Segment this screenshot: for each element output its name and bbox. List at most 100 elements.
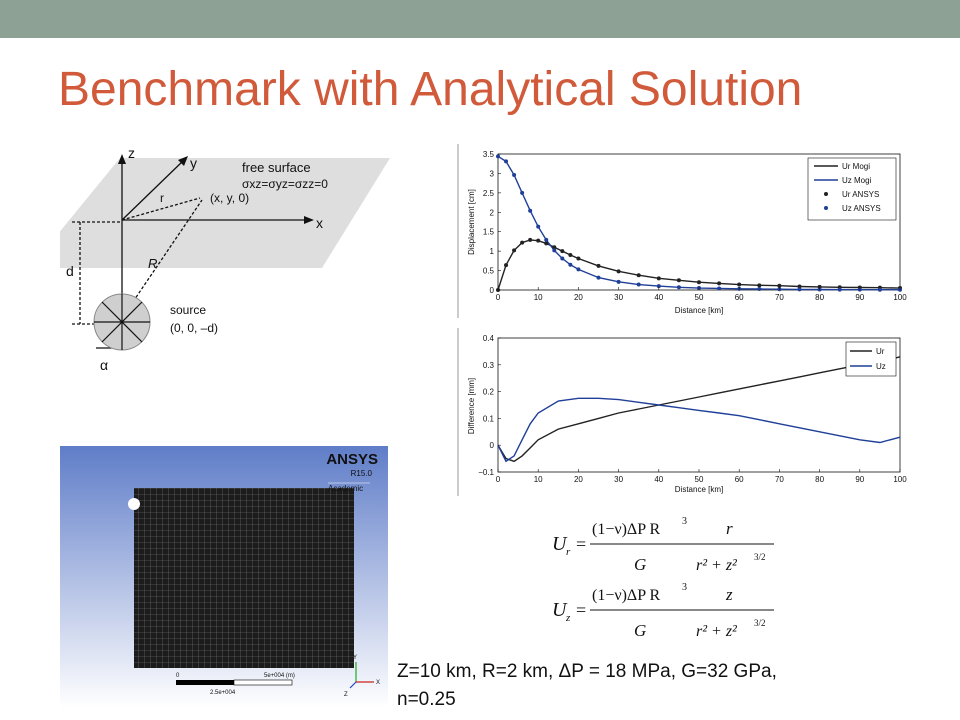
parameters-line-2: n=0.25 (397, 689, 456, 710)
data-point-uz-ansys (757, 287, 762, 292)
data-point-ur-ansys (596, 263, 601, 268)
svg-text:r: r (566, 546, 571, 558)
data-point-ur-ansys (560, 249, 565, 254)
data-point-uz-ansys (544, 237, 549, 242)
displacement-x-axis-label: Distance [km] (675, 306, 723, 315)
y-tick-label: 2 (490, 208, 495, 217)
data-point-uz-ansys (797, 287, 802, 292)
x-tick-label: 90 (855, 293, 864, 302)
mogi-source-diagram: z y x r R d α free surface σxz=σyz=σzz=0… (60, 145, 390, 373)
svg-text:r² + z²: r² + z² (696, 557, 738, 574)
mesh-source-hole (128, 498, 140, 510)
svg-text:G: G (634, 621, 646, 640)
svg-text:3: 3 (682, 582, 687, 593)
axis-triad-icon: Y X Z (344, 655, 380, 698)
x-tick-label: 80 (815, 293, 824, 302)
svg-text:r: r (726, 519, 733, 538)
data-point-ur-ansys (568, 253, 573, 258)
stress-condition-label: σxz=σyz=σzz=0 (242, 177, 328, 191)
svg-text:(1−ν)ΔP R: (1−ν)ΔP R (592, 521, 661, 538)
mesh-domain (134, 488, 354, 668)
data-point-uz-ansys (560, 256, 565, 261)
y-tick-label: −0.1 (478, 468, 494, 477)
x-tick-label: 70 (775, 293, 784, 302)
y-tick-label: 0 (490, 441, 495, 450)
svg-text:=: = (576, 534, 586, 554)
svg-text:G: G (634, 555, 646, 574)
difference-legend: Ur Uz (845, 341, 897, 377)
x-tick-label: 60 (735, 475, 744, 484)
uz-formula: U z = (1−ν)ΔP R 3 G z r² + z² 3/2 (552, 582, 774, 640)
x-tick-label: 70 (775, 475, 784, 484)
ansys-mesh-panel: ANSYS R15.0 Academic 0 5e+004 (m) 2.5e+0… (60, 446, 388, 708)
data-point-uz-ansys (536, 224, 541, 229)
difference-y-axis-label: Difference [mm] (467, 378, 476, 434)
difference-chart: 0 10 20 30 40 50 60 70 80 90 100−0.100.10.20.30.4 … (457, 328, 907, 496)
data-point-uz-ansys (504, 159, 509, 164)
free-surface-label: free surface (242, 160, 311, 175)
x-tick-label: 10 (534, 293, 543, 302)
data-point-uz-ansys (520, 190, 525, 195)
data-point-uz-ansys (528, 208, 533, 213)
data-point-uz-ansys (717, 286, 722, 291)
y-tick-label: 1.5 (483, 228, 495, 237)
data-point-ur-ansys (797, 284, 802, 289)
x-tick-label: 40 (654, 475, 663, 484)
x-tick-label: 100 (893, 475, 907, 484)
y-tick-label: 3.5 (483, 150, 495, 159)
data-point-ur-ansys (656, 276, 661, 281)
data-point-ur-ansys (504, 263, 509, 268)
y-tick-label: 0.2 (483, 388, 495, 397)
svg-text:U: U (552, 533, 568, 555)
x-tick-label: 50 (695, 475, 704, 484)
x-tick-label: 40 (654, 293, 663, 302)
data-point-uz-ansys (616, 279, 621, 284)
y-axis-line (121, 159, 185, 221)
R-label: R (148, 256, 157, 271)
data-point-uz-ansys (676, 285, 681, 290)
svg-text:=: = (576, 600, 586, 620)
R-vector-line (121, 199, 203, 319)
x-tick-label: 60 (735, 293, 744, 302)
svg-text:z: z (725, 585, 733, 604)
data-point-uz-ansys (576, 267, 581, 272)
x-tick-label: 30 (614, 475, 623, 484)
svg-text:3/2: 3/2 (754, 618, 766, 628)
data-point-ur-ansys (544, 241, 549, 246)
svg-text:z: z (565, 612, 571, 624)
data-point-uz-ansys (552, 248, 557, 253)
x-axis-label: x (316, 215, 323, 231)
data-point-uz-ansys (596, 275, 601, 280)
svg-text:Y: Y (353, 655, 357, 661)
scale-right-label: 5e+004 (m) (264, 673, 295, 679)
y-tick-label: 0 (490, 286, 495, 295)
x-tick-label: 50 (695, 293, 704, 302)
data-point-uz-ansys (636, 282, 641, 287)
data-point-uz-ansys (512, 172, 517, 177)
parameters-text: Z=10 km, R=2 km, ΔP = 18 MPa, G=32 GPa, … (397, 658, 917, 714)
x-tick-label: 0 (496, 293, 501, 302)
difference-x-axis-label: Distance [km] (675, 485, 723, 494)
data-point-ur-ansys (777, 283, 782, 288)
data-point-uz-ansys (656, 284, 661, 289)
mogi-formulas: U r = (1−ν)ΔP R 3 G r r² + z² 3/2 U z = … (552, 516, 774, 640)
legend-uz-ansys: Uz ANSYS (842, 204, 881, 213)
scale-bar-white (233, 679, 293, 686)
y-tick-label: 0.5 (483, 267, 495, 276)
x-tick-label: 30 (614, 293, 623, 302)
y-tick-label: 0.3 (483, 361, 495, 370)
data-point-ur-ansys (528, 237, 533, 242)
scale-bar-black (176, 680, 234, 685)
svg-text:X: X (376, 680, 380, 686)
data-point-ur-ansys (737, 282, 742, 287)
y-axis-label: y (190, 155, 197, 171)
data-point-ur-ansys (757, 283, 762, 288)
svg-text:3/2: 3/2 (754, 552, 766, 562)
source-label: source (170, 303, 206, 317)
y-tick-label: 0.4 (483, 334, 495, 343)
y-tick-label: 3 (490, 169, 495, 178)
legend-uz-mogi: Uz Mogi (842, 176, 872, 185)
legend-ur-ansys: Ur ANSYS (842, 190, 879, 199)
legend-uz: Uz (876, 362, 886, 371)
ansys-edition: Academic (328, 484, 363, 493)
